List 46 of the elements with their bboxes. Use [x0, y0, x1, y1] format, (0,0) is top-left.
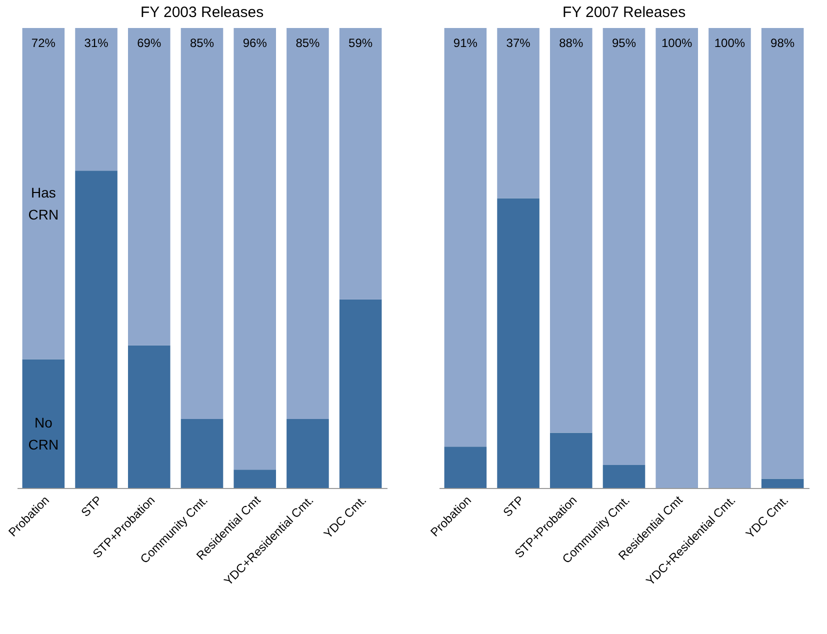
bar [75, 28, 118, 171]
bar [708, 28, 751, 488]
bar [497, 198, 540, 488]
bar [550, 432, 592, 488]
bar [180, 419, 224, 488]
data-label: 96% [242, 36, 268, 50]
data-label: 59% [348, 36, 373, 50]
bar [497, 28, 540, 198]
data-label: 100% [714, 36, 746, 50]
data-label: 98% [770, 36, 795, 50]
bar [128, 28, 170, 346]
data-label: 37% [506, 36, 531, 50]
bar [75, 170, 118, 488]
bar [444, 446, 487, 488]
data-label: 69% [137, 36, 162, 50]
data-label: 31% [84, 36, 109, 50]
series-label: Has CRN [28, 184, 59, 223]
bar [234, 28, 276, 470]
bar [286, 28, 329, 419]
bar [128, 345, 170, 488]
bar [286, 419, 329, 488]
bar [761, 478, 804, 488]
bar [339, 299, 382, 488]
bar [22, 359, 65, 488]
bar [180, 28, 224, 419]
bar [761, 28, 804, 479]
data-label: 88% [559, 36, 584, 50]
bar [444, 28, 487, 447]
data-label: 91% [453, 36, 478, 50]
chart-title: FY 2007 Releases [562, 4, 686, 21]
data-label: 85% [296, 36, 320, 50]
data-label: 85% [190, 36, 214, 50]
x-tick-label: YDC Cmt. [320, 493, 370, 542]
bar [234, 470, 276, 488]
series-label: No CRN [28, 414, 59, 453]
bar [550, 28, 592, 433]
data-label: 72% [31, 36, 56, 50]
bar [339, 28, 382, 300]
data-label: 100% [662, 36, 693, 50]
bar [22, 28, 65, 360]
bar [656, 28, 698, 488]
bar [602, 465, 646, 488]
chart-title: FY 2003 Releases [140, 4, 264, 21]
data-label: 95% [612, 36, 636, 50]
bar [602, 28, 646, 465]
x-tick-label: YDC Cmt. [742, 493, 792, 542]
